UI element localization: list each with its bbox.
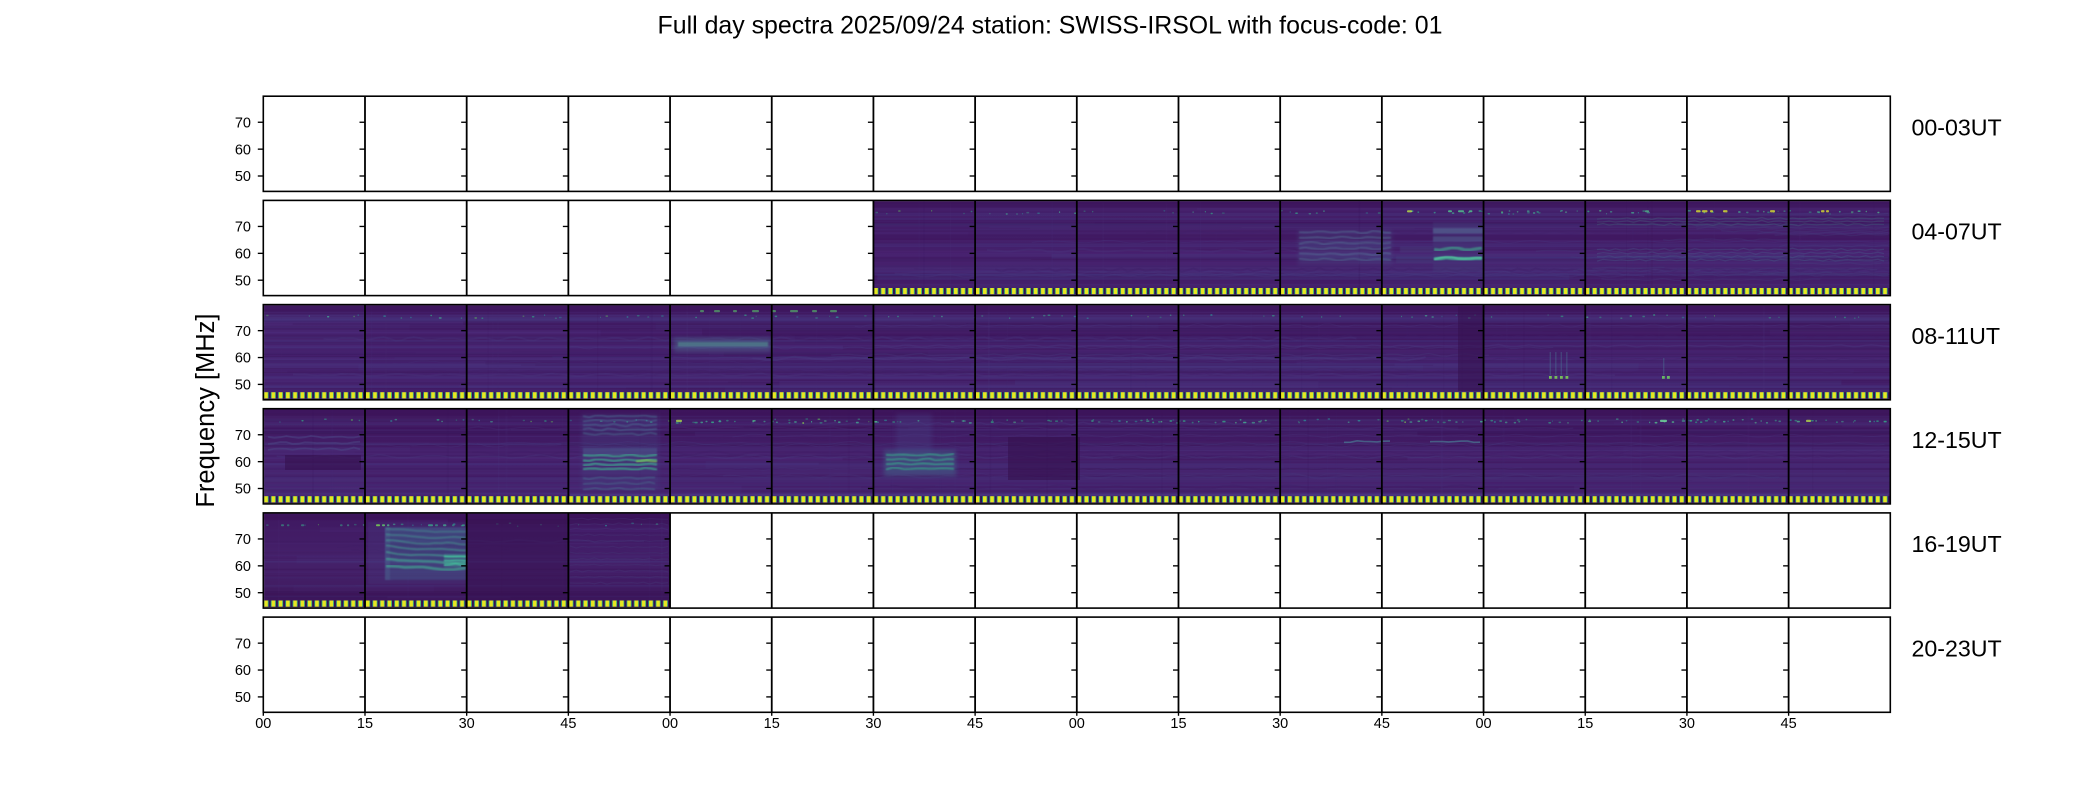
svg-text:30: 30: [865, 716, 881, 732]
svg-text:15: 15: [357, 716, 373, 732]
svg-text:60: 60: [235, 455, 251, 471]
svg-text:60: 60: [235, 351, 251, 367]
svg-text:45: 45: [1374, 716, 1390, 732]
svg-text:15: 15: [1170, 716, 1186, 732]
svg-text:70: 70: [235, 532, 251, 548]
svg-text:60: 60: [235, 663, 251, 679]
svg-text:70: 70: [235, 428, 251, 444]
svg-text:20-23UT: 20-23UT: [1912, 635, 2002, 661]
svg-text:15: 15: [764, 716, 780, 732]
svg-text:60: 60: [235, 142, 251, 158]
svg-text:60: 60: [235, 246, 251, 262]
svg-text:50: 50: [235, 690, 251, 706]
svg-text:30: 30: [1679, 716, 1695, 732]
svg-text:50: 50: [235, 482, 251, 498]
svg-text:60: 60: [235, 559, 251, 575]
svg-text:70: 70: [235, 220, 251, 236]
svg-text:00: 00: [1475, 716, 1491, 732]
svg-text:12-15UT: 12-15UT: [1912, 427, 2002, 453]
svg-text:45: 45: [560, 716, 576, 732]
svg-text:30: 30: [1272, 716, 1288, 732]
svg-text:70: 70: [235, 636, 251, 652]
svg-text:70: 70: [235, 115, 251, 131]
svg-text:08-11UT: 08-11UT: [1912, 323, 2001, 349]
svg-text:00: 00: [1069, 716, 1085, 732]
svg-text:50: 50: [235, 273, 251, 289]
svg-text:50: 50: [235, 378, 251, 394]
svg-text:50: 50: [235, 169, 251, 185]
svg-text:50: 50: [235, 586, 251, 602]
svg-text:15: 15: [1577, 716, 1593, 732]
svg-text:Full day spectra 2025/09/24 st: Full day spectra 2025/09/24 station: SWI…: [658, 12, 1443, 40]
svg-text:00-03UT: 00-03UT: [1912, 115, 2002, 141]
svg-text:30: 30: [459, 716, 475, 732]
svg-text:00: 00: [662, 716, 678, 732]
svg-text:16-19UT: 16-19UT: [1912, 531, 2002, 557]
svg-text:Frequency [MHz]: Frequency [MHz]: [192, 314, 220, 508]
svg-text:70: 70: [235, 324, 251, 340]
svg-text:45: 45: [1781, 716, 1797, 732]
svg-text:04-07UT: 04-07UT: [1912, 219, 2002, 245]
svg-text:45: 45: [967, 716, 983, 732]
svg-text:00: 00: [255, 716, 271, 732]
